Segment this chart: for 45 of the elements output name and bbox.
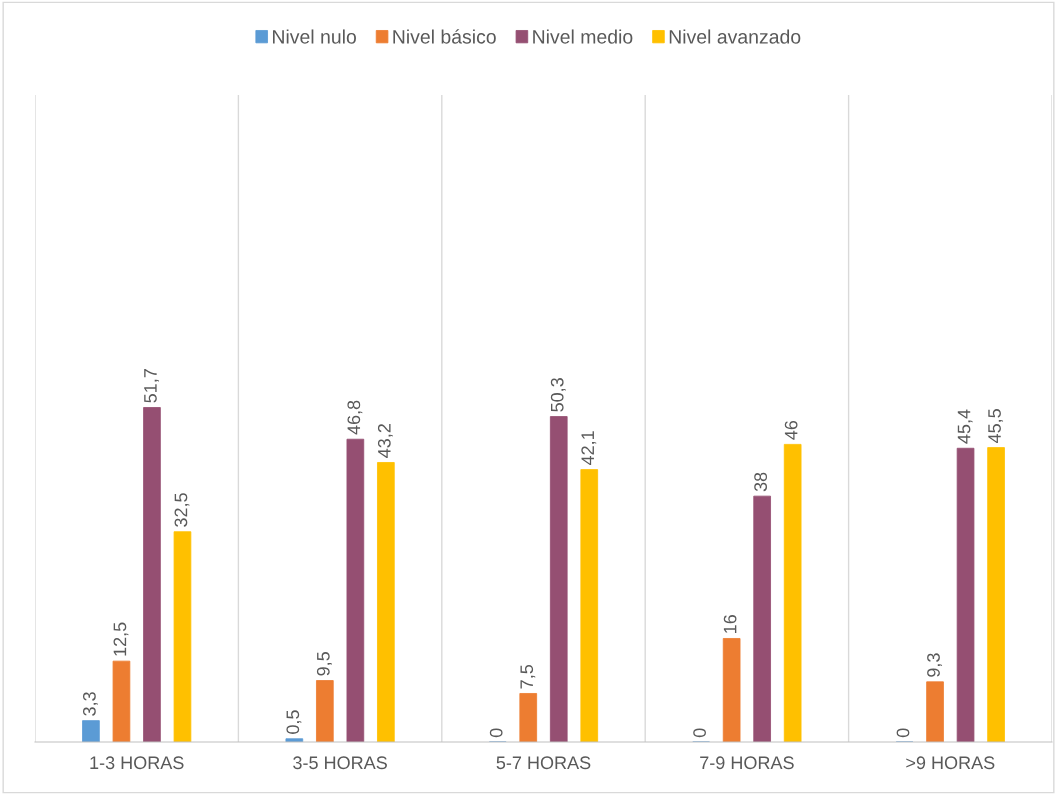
data-label: 43,2 — [377, 424, 393, 458]
data-label: 46 — [784, 420, 798, 440]
data-label: 38 — [754, 472, 767, 492]
bar — [926, 681, 944, 742]
bar — [722, 638, 741, 742]
x-tick-label: 7-9 HORAS — [700, 756, 794, 770]
x-tick-label: 5-7 HORAS — [496, 756, 591, 770]
data-label: 0 — [693, 728, 706, 738]
data-label: 12,5 — [113, 622, 129, 656]
bar — [549, 416, 568, 742]
bar — [143, 407, 161, 742]
data-label: 51,7 — [144, 369, 159, 403]
bar — [753, 495, 771, 742]
bar — [112, 660, 131, 742]
data-label: 16 — [723, 615, 737, 633]
data-label: 46,8 — [347, 400, 363, 435]
legend-label: Nivel medio — [533, 29, 633, 44]
data-label: 45,5 — [988, 409, 1004, 444]
data-label: 9,3 — [927, 653, 943, 677]
x-tick-label: 1-3 HORAS — [90, 756, 184, 770]
bar — [346, 438, 365, 742]
data-label: 45,4 — [957, 409, 973, 444]
legend-label: Nivel básico — [393, 29, 496, 44]
data-label: 9,5 — [316, 652, 332, 676]
bar — [316, 680, 334, 742]
data-label: 3,3 — [83, 692, 98, 716]
data-label: 0 — [896, 728, 910, 738]
x-tick-label: 3-5 HORAS — [293, 756, 387, 770]
bar — [580, 469, 599, 742]
bar — [173, 531, 192, 742]
bar — [377, 462, 395, 742]
bar — [783, 443, 802, 742]
bar — [956, 447, 975, 742]
data-label: 0,5 — [286, 710, 302, 734]
data-label: 50,3 — [550, 378, 566, 412]
bar — [519, 693, 538, 742]
bar — [82, 720, 100, 742]
data-label: 32,5 — [174, 493, 190, 527]
data-label: 42,1 — [581, 431, 597, 466]
x-tick-label: >9 HORAS — [906, 756, 995, 770]
legend-label: Nivel avanzado — [669, 29, 801, 44]
bar — [987, 447, 1005, 742]
legend-label: Nivel nulo — [273, 29, 356, 44]
data-label: 0 — [489, 728, 503, 738]
data-label: 7,5 — [520, 664, 536, 689]
